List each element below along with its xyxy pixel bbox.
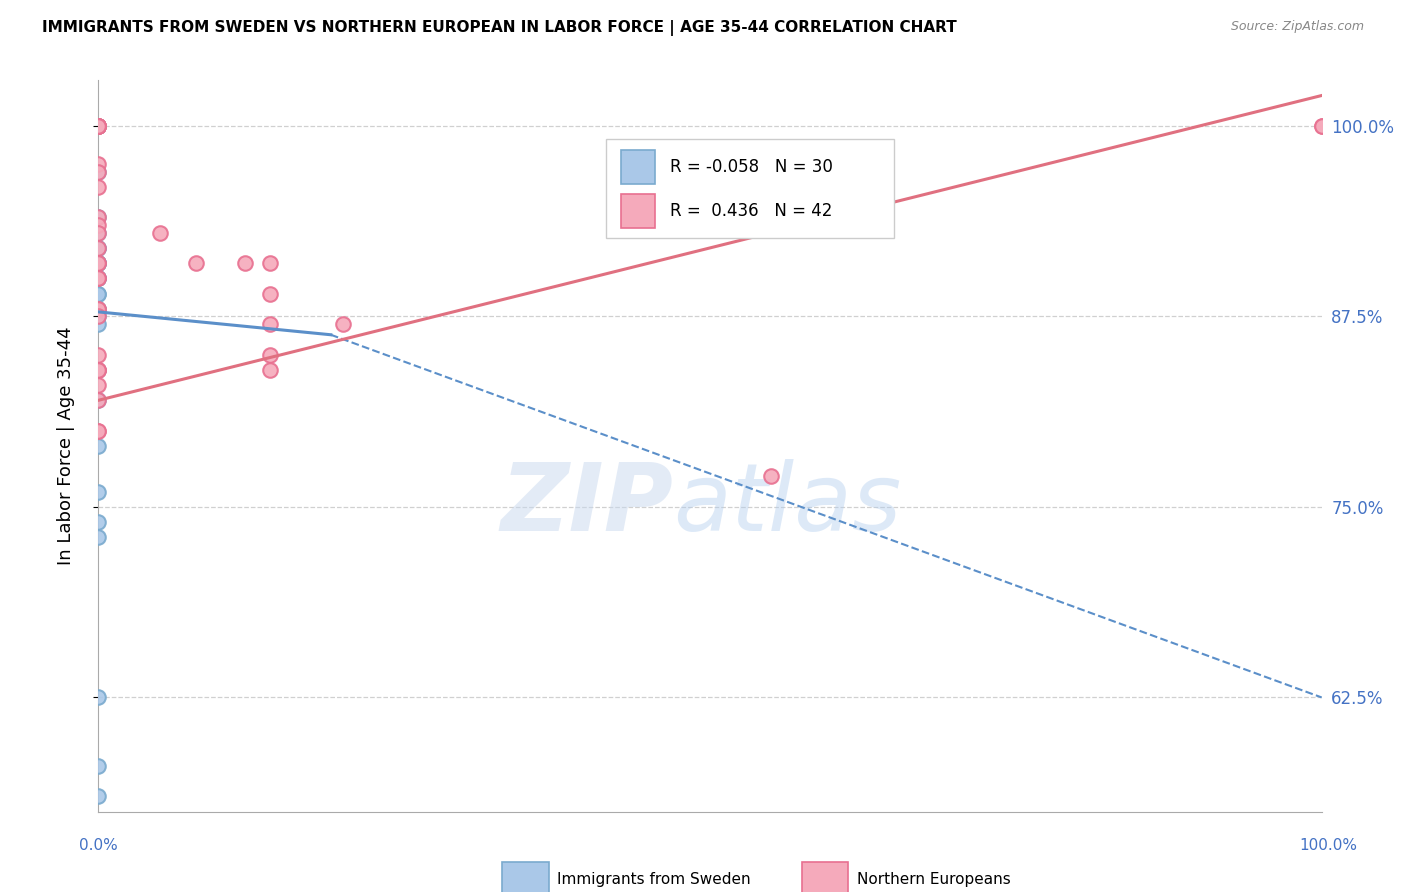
Point	[87, 256, 110, 270]
Point	[87, 256, 110, 270]
Text: 100.0%: 100.0%	[1299, 838, 1358, 853]
Text: Source: ZipAtlas.com: Source: ZipAtlas.com	[1230, 20, 1364, 33]
Point	[87, 211, 110, 225]
Point	[87, 789, 110, 804]
Point	[87, 119, 110, 133]
Point	[87, 424, 110, 438]
Point	[87, 271, 110, 285]
Y-axis label: In Labor Force | Age 35-44: In Labor Force | Age 35-44	[56, 326, 75, 566]
Point	[87, 165, 110, 179]
Text: atlas: atlas	[673, 459, 901, 550]
Text: ZIP: ZIP	[501, 458, 673, 550]
Point	[87, 690, 110, 705]
Point	[87, 301, 110, 316]
Text: IMMIGRANTS FROM SWEDEN VS NORTHERN EUROPEAN IN LABOR FORCE | AGE 35-44 CORRELATI: IMMIGRANTS FROM SWEDEN VS NORTHERN EUROP…	[42, 20, 957, 36]
Point	[87, 301, 110, 316]
Point	[87, 301, 110, 316]
Point	[87, 393, 110, 408]
Point	[87, 119, 110, 133]
Point	[87, 119, 110, 133]
Point	[87, 119, 110, 133]
Point	[87, 119, 110, 133]
Point	[87, 119, 110, 133]
Point	[259, 348, 281, 362]
Point	[87, 256, 110, 270]
Point	[87, 310, 110, 324]
Point	[87, 363, 110, 377]
Text: Immigrants from Sweden: Immigrants from Sweden	[557, 872, 751, 888]
Point	[87, 256, 110, 270]
Text: R = -0.058   N = 30: R = -0.058 N = 30	[669, 158, 832, 177]
Point	[87, 218, 110, 232]
Point	[87, 271, 110, 285]
Point	[87, 211, 110, 225]
Point	[87, 301, 110, 316]
Point	[259, 317, 281, 331]
Point	[87, 530, 110, 544]
Point	[259, 256, 281, 270]
Bar	[801, 863, 848, 892]
FancyBboxPatch shape	[606, 139, 893, 237]
Point	[87, 119, 110, 133]
Point	[87, 424, 110, 438]
Point	[87, 271, 110, 285]
Point	[87, 226, 110, 240]
Point	[87, 271, 110, 285]
Point	[87, 241, 110, 255]
Bar	[620, 194, 655, 228]
Point	[332, 317, 354, 331]
Point	[87, 286, 110, 301]
Point	[149, 226, 172, 240]
Point	[87, 317, 110, 331]
Point	[87, 119, 110, 133]
Point	[87, 119, 110, 133]
Point	[87, 226, 110, 240]
Point	[87, 271, 110, 285]
Point	[87, 286, 110, 301]
Point	[87, 515, 110, 529]
Point	[87, 363, 110, 377]
Text: Northern Europeans: Northern Europeans	[856, 872, 1011, 888]
Point	[87, 363, 110, 377]
Point	[761, 469, 783, 483]
Point	[87, 256, 110, 270]
Point	[87, 363, 110, 377]
Point	[87, 759, 110, 773]
Point	[87, 348, 110, 362]
Point	[87, 157, 110, 171]
Point	[87, 439, 110, 453]
Point	[87, 241, 110, 255]
Bar	[620, 151, 655, 184]
Bar	[502, 863, 548, 892]
Point	[87, 393, 110, 408]
Point	[1310, 119, 1333, 133]
Point	[259, 363, 281, 377]
Point	[87, 165, 110, 179]
Point	[87, 256, 110, 270]
Point	[87, 484, 110, 499]
Point	[186, 256, 208, 270]
Text: R =  0.436   N = 42: R = 0.436 N = 42	[669, 202, 832, 220]
Point	[87, 378, 110, 392]
Text: 0.0%: 0.0%	[79, 838, 118, 853]
Point	[87, 180, 110, 194]
Point	[87, 310, 110, 324]
Point	[87, 119, 110, 133]
Point	[87, 241, 110, 255]
Point	[1310, 119, 1333, 133]
Point	[259, 286, 281, 301]
Point	[87, 256, 110, 270]
Point	[233, 256, 256, 270]
